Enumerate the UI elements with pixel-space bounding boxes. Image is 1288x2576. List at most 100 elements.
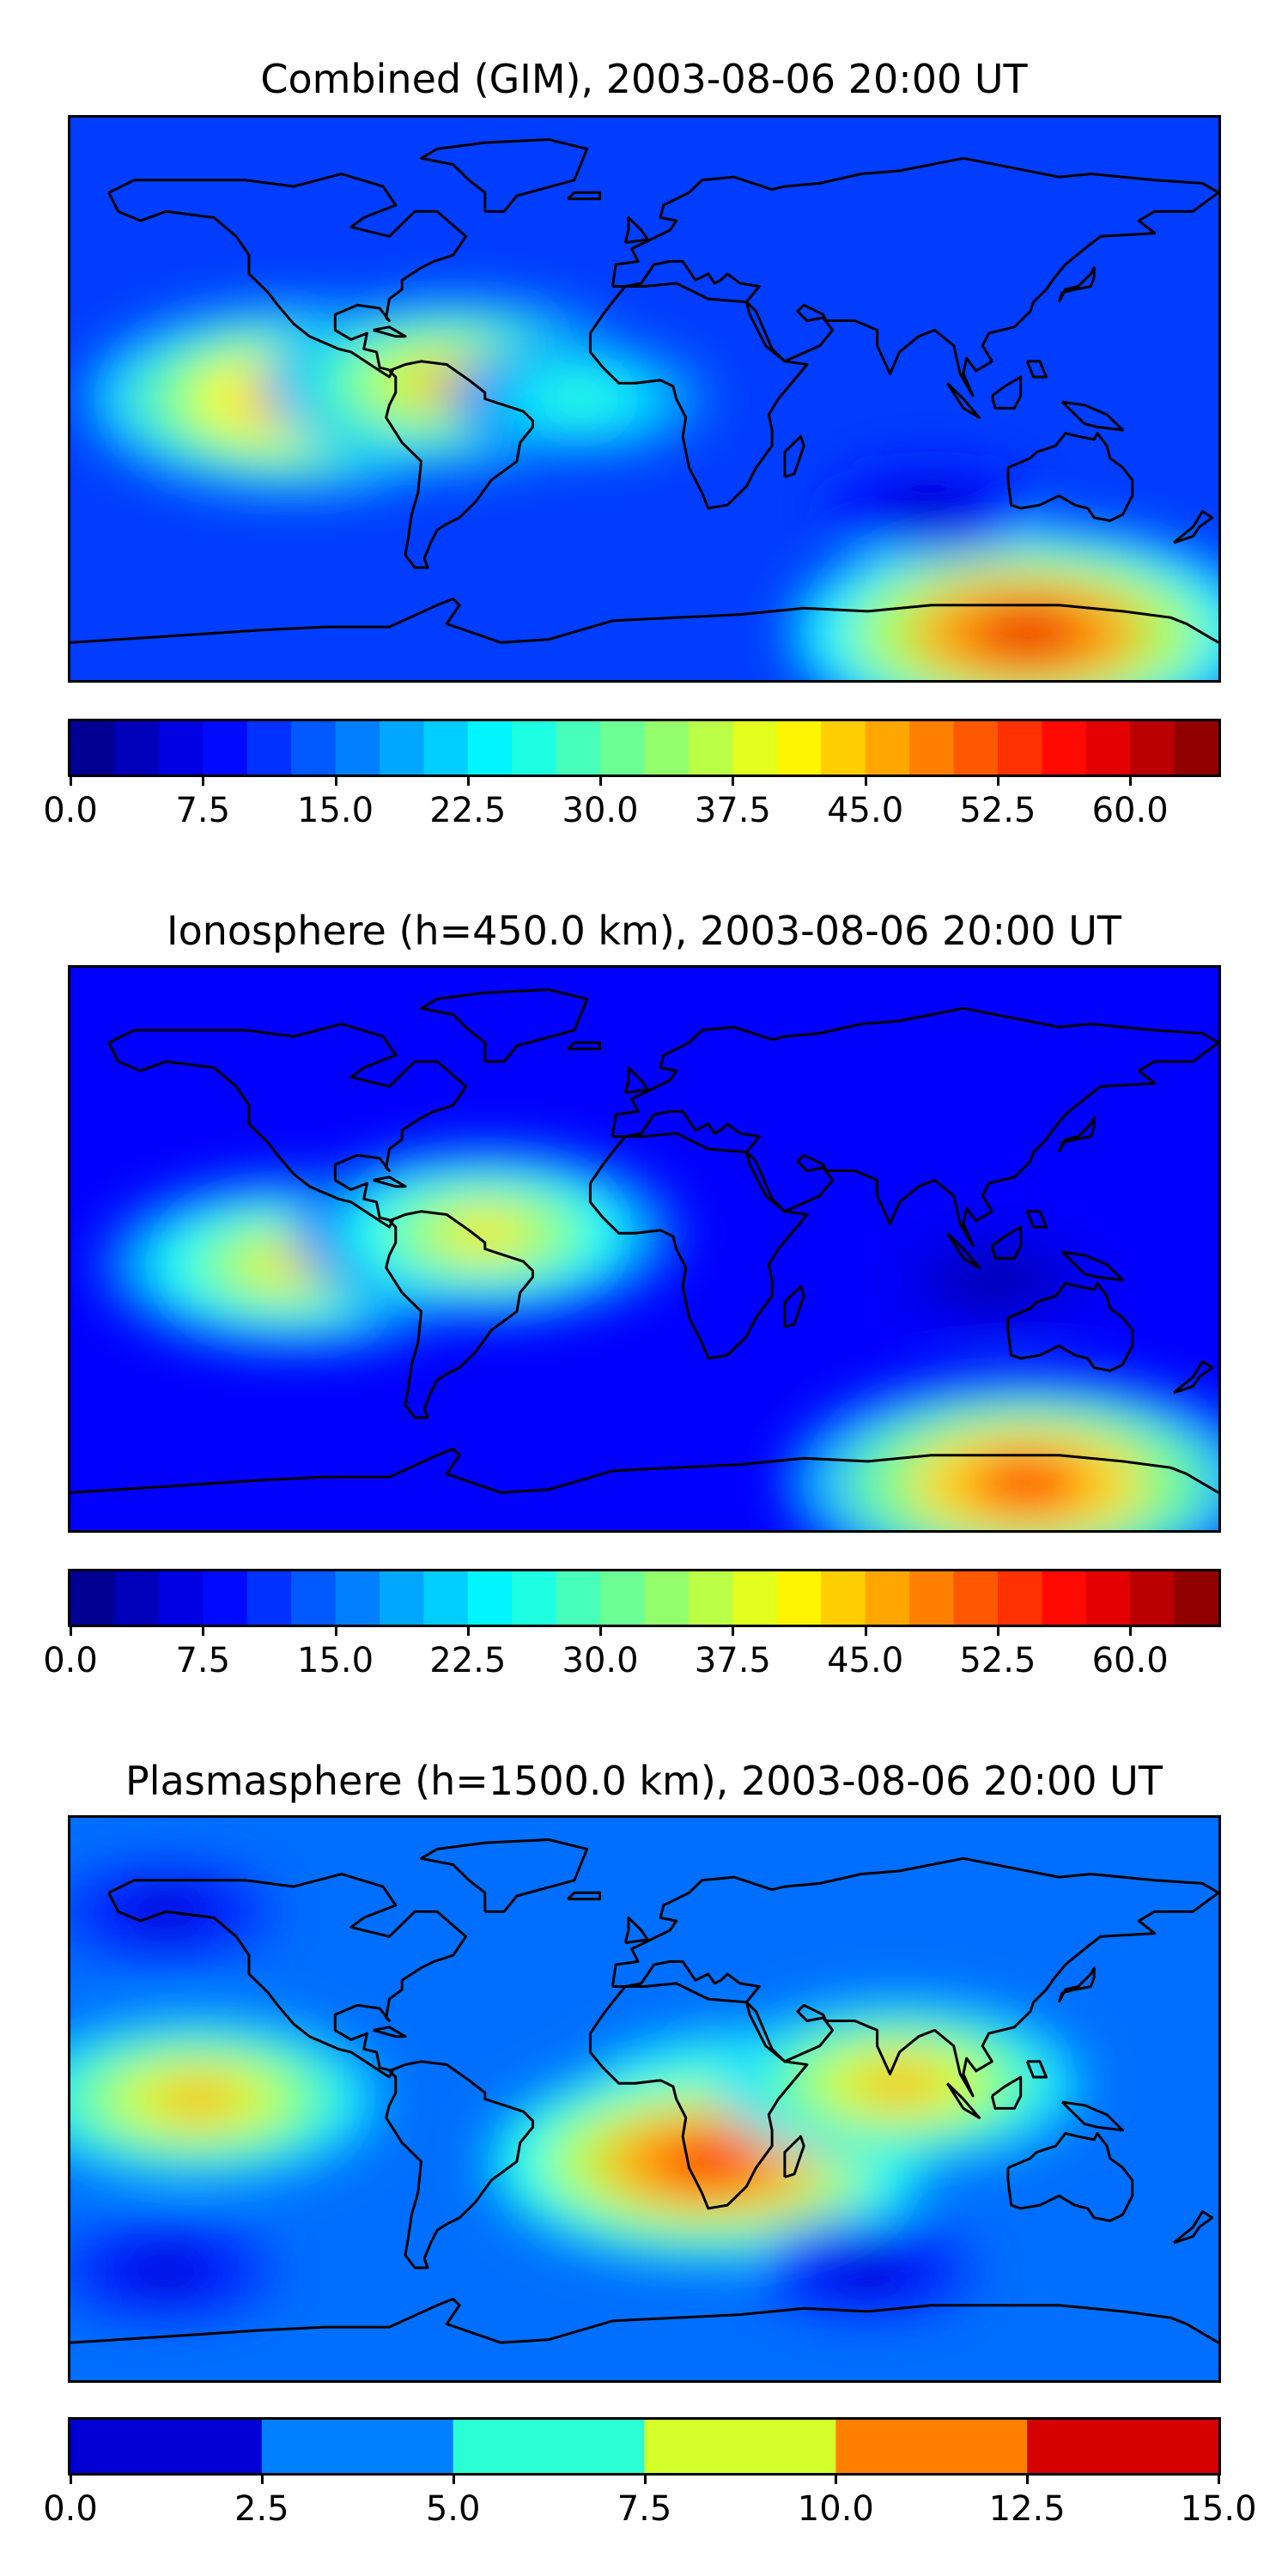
coastline <box>588 282 809 510</box>
coastline <box>385 360 534 569</box>
coastline <box>1006 1282 1134 1372</box>
coastline <box>946 2082 981 2119</box>
coastline <box>70 1447 1218 1494</box>
colorbar-ticks: 0.0 2.5 5.0 7.5 10.0 12.5 15.0 <box>43 2476 1257 2529</box>
colorbar-tick-label: 2.5 <box>234 2489 289 2529</box>
coastline <box>567 1891 601 1901</box>
colorbar-tick-label: 52.5 <box>959 791 1036 830</box>
colorbar-swatch <box>600 721 646 775</box>
colorbar-tick-label: 15.0 <box>1180 2489 1257 2529</box>
colorbar <box>68 1569 1221 1627</box>
colorbar-swatch <box>644 721 690 775</box>
coastline <box>567 1041 601 1051</box>
colorbar-tick-label: 7.5 <box>175 1641 231 1680</box>
data-feature-3 <box>970 1269 1020 1291</box>
coastline <box>623 1066 649 1095</box>
coastline <box>1025 360 1048 379</box>
colorbar-ticks: 0.0 7.5 15.0 22.5 30.0 37.5 45.0 52.5 60.0 <box>43 777 1221 830</box>
colorbar-tick-mark <box>334 777 337 786</box>
coastline <box>107 1023 467 1229</box>
data-feature-6 <box>839 2257 896 2284</box>
coastlines <box>70 1838 1218 2344</box>
colorbar-swatch <box>688 721 733 775</box>
coastline <box>1025 1210 1048 1229</box>
colorbar-tick-mark <box>864 777 867 786</box>
colorbar-swatch <box>865 1571 910 1625</box>
coastline <box>623 1916 649 1945</box>
data-feature-4 <box>905 496 958 520</box>
coastline <box>1060 2100 1125 2132</box>
colorbar-swatches <box>70 2420 1218 2473</box>
coastline <box>373 1176 407 1188</box>
coastline <box>567 191 601 201</box>
colorbar-tick-label: 0.0 <box>43 2489 98 2529</box>
colorbar-tick-label: 60.0 <box>1091 1641 1169 1680</box>
coastline <box>1060 400 1125 432</box>
colorbar-swatch <box>114 721 160 775</box>
coastline <box>1057 1116 1096 1153</box>
colorbar-tick-mark <box>835 2476 838 2484</box>
colorbar-swatch <box>1027 2420 1218 2473</box>
colorbar-swatch <box>821 1571 866 1625</box>
colorbar-swatch <box>261 2420 454 2473</box>
colorbar-swatch <box>246 1571 292 1625</box>
map-frame <box>68 1815 1221 2383</box>
colorbar-swatch <box>291 1571 337 1625</box>
colorbar-tick-label: 7.5 <box>175 791 231 830</box>
colorbar-tick-label: 5.0 <box>425 2489 481 2529</box>
colorbar-tick-label: 0.0 <box>43 1641 98 1680</box>
coastline <box>990 1225 1023 1260</box>
colorbar-tick-mark <box>1026 2476 1030 2484</box>
coastline <box>420 988 589 1063</box>
colorbar-swatch <box>453 2420 646 2473</box>
data-feature-3 <box>854 2063 945 2105</box>
colorbar-swatch <box>335 721 380 775</box>
data-feature-2 <box>967 1456 1087 1510</box>
colorbar-swatch <box>732 721 778 775</box>
colorbar-swatch <box>776 1571 822 1625</box>
coastline <box>420 1838 589 1913</box>
coastline <box>385 1210 534 1419</box>
colorbar-swatch <box>1042 1571 1087 1625</box>
colorbar-tick-label: 30.0 <box>562 1641 639 1680</box>
colorbar-tick-mark <box>452 2476 455 2484</box>
colorbar-tick-mark <box>334 1627 337 1636</box>
colorbar-tick-label: 12.5 <box>988 2489 1066 2529</box>
coastline <box>373 2026 407 2038</box>
colorbar-tick-mark <box>466 777 470 786</box>
coastline <box>990 375 1023 410</box>
colorbar-swatch <box>70 1571 116 1625</box>
colorbar-tick-mark <box>643 2476 647 2484</box>
colorbar-swatch <box>688 1571 733 1625</box>
coastline <box>623 216 649 245</box>
colorbar-tick-label: 22.5 <box>429 1641 507 1680</box>
colorbar-swatch <box>70 721 116 775</box>
colorbar-swatch <box>114 1571 160 1625</box>
colorbar-tick-mark <box>864 1627 867 1636</box>
colorbar-tick-mark <box>599 1627 603 1636</box>
coastline <box>70 597 1218 644</box>
colorbar-swatch <box>203 1571 248 1625</box>
colorbar-tick-label: 37.5 <box>694 1641 771 1680</box>
colorbar-tick-label: 30.0 <box>562 791 639 830</box>
data-feature-2 <box>152 2078 244 2120</box>
colorbar-tick-mark <box>1129 1627 1133 1636</box>
colorbar-tick-mark <box>599 777 603 786</box>
colorbar-swatch <box>379 721 424 775</box>
data-feature-1 <box>653 2136 763 2186</box>
colorbar-tick-mark <box>70 1627 72 1636</box>
colorbar-tick-label: 52.5 <box>959 1641 1036 1680</box>
colorbar-swatches <box>70 721 1218 775</box>
colorbar-swatch <box>600 1571 646 1625</box>
coastline <box>946 1232 981 1269</box>
colorbar-swatch <box>1130 1571 1176 1625</box>
colorbar <box>68 719 1221 777</box>
colorbar-swatch <box>467 721 513 775</box>
coastlines <box>70 988 1218 1494</box>
colorbar-swatch <box>909 721 955 775</box>
colorbar-swatch <box>246 721 292 775</box>
chart-title: Plasmasphere (h=1500.0 km), 2003-08-06 2… <box>125 1758 1163 1804</box>
data-feature-1 <box>436 1211 534 1255</box>
colorbar-tick-label: 10.0 <box>797 2489 874 2529</box>
colorbar-swatch <box>1042 721 1087 775</box>
